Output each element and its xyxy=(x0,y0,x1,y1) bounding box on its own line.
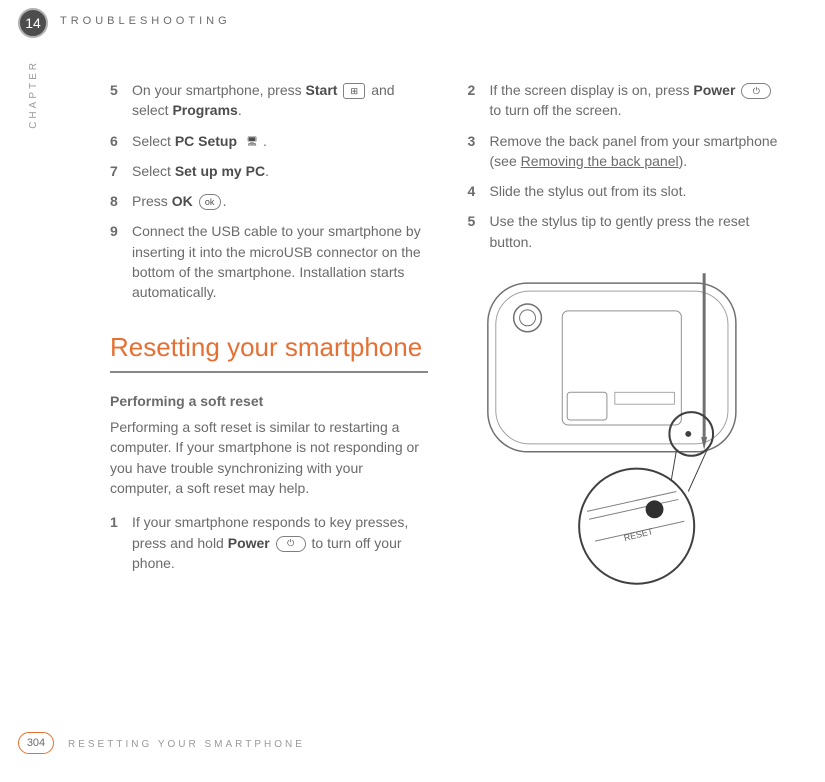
step-number: 1 xyxy=(110,512,132,573)
step-item: 5Use the stylus tip to gently press the … xyxy=(468,211,786,252)
section-rule xyxy=(110,371,428,373)
step-item: 6Select PC Setup 🖥. xyxy=(110,131,428,151)
section-heading: Resetting your smartphone xyxy=(110,331,428,364)
device-figure: RESET xyxy=(468,262,786,592)
step-text: Slide the stylus out from its slot. xyxy=(490,181,786,201)
step-item: 8Press OK ok. xyxy=(110,191,428,211)
page-content: 5On your smartphone, press Start ⊞ and s… xyxy=(110,80,785,592)
step-item: 1If your smartphone responds to key pres… xyxy=(110,512,428,573)
step-text: If the screen display is on, press Power… xyxy=(490,80,786,121)
step-number: 4 xyxy=(468,181,490,201)
body-paragraph: Performing a soft reset is similar to re… xyxy=(110,417,428,498)
step-item: 3Remove the back panel from your smartph… xyxy=(468,131,786,172)
ok-icon: ok xyxy=(199,194,221,210)
chapter-title: TROUBLESHOOTING xyxy=(60,15,231,27)
right-column: 2If the screen display is on, press Powe… xyxy=(468,80,786,592)
step-text: Connect the USB cable to your smartphone… xyxy=(132,221,428,302)
footer-title: RESETTING YOUR SMARTPHONE xyxy=(68,739,305,750)
pc-icon: 🖥 xyxy=(243,134,261,150)
power-icon: ⏻ xyxy=(276,536,306,552)
step-number: 6 xyxy=(110,131,132,151)
step-number: 3 xyxy=(468,131,490,172)
step-number: 5 xyxy=(110,80,132,121)
step-item: 9Connect the USB cable to your smartphon… xyxy=(110,221,428,302)
step-item: 4Slide the stylus out from its slot. xyxy=(468,181,786,201)
steps-list-bottom: 1If your smartphone responds to key pres… xyxy=(110,512,428,573)
page-number: 304 xyxy=(18,732,54,754)
step-number: 9 xyxy=(110,221,132,302)
step-text: Press OK ok. xyxy=(132,191,428,211)
step-number: 5 xyxy=(468,211,490,252)
step-text: Select PC Setup 🖥. xyxy=(132,131,428,151)
step-text: Remove the back panel from your smartpho… xyxy=(490,131,786,172)
step-item: 2If the screen display is on, press Powe… xyxy=(468,80,786,121)
steps-list-right: 2If the screen display is on, press Powe… xyxy=(468,80,786,252)
step-item: 7Select Set up my PC. xyxy=(110,161,428,181)
step-text: Select Set up my PC. xyxy=(132,161,428,181)
chapter-vertical-label: CHAPTER xyxy=(28,60,39,129)
left-column: 5On your smartphone, press Start ⊞ and s… xyxy=(110,80,428,592)
step-number: 2 xyxy=(468,80,490,121)
step-number: 8 xyxy=(110,191,132,211)
steps-list-top: 5On your smartphone, press Start ⊞ and s… xyxy=(110,80,428,303)
step-text: Use the stylus tip to gently press the r… xyxy=(490,211,786,252)
win-icon: ⊞ xyxy=(343,83,365,99)
power-icon: ⏻ xyxy=(741,83,771,99)
step-item: 5On your smartphone, press Start ⊞ and s… xyxy=(110,80,428,121)
sub-heading: Performing a soft reset xyxy=(110,393,428,409)
step-number: 7 xyxy=(110,161,132,181)
step-text: On your smartphone, press Start ⊞ and se… xyxy=(132,80,428,121)
step-text: If your smartphone responds to key press… xyxy=(132,512,428,573)
chapter-number-badge: 14 xyxy=(18,8,48,38)
